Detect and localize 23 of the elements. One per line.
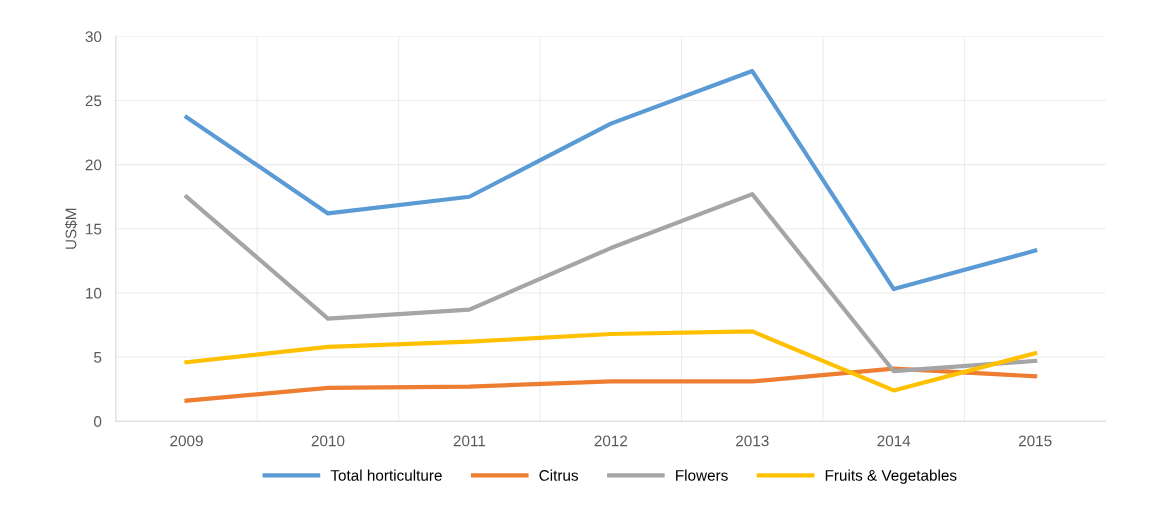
x-tick-label: 2015 — [1018, 435, 1052, 447]
x-tick-label: 2012 — [594, 435, 628, 447]
y-tick-label: 5 — [94, 352, 102, 363]
x-tick-label: 2011 — [453, 435, 486, 447]
line-series — [184, 329, 1038, 393]
y-tick-label: 15 — [86, 223, 102, 235]
y-tick-label: 0 — [94, 416, 102, 427]
y-tick-label: 30 — [85, 31, 102, 43]
x-tick-label: 2014 — [877, 435, 911, 447]
y-tick-label: 25 — [85, 95, 102, 107]
x-tick-label: 2010 — [311, 435, 345, 447]
x-tick-label: 2009 — [170, 435, 203, 447]
line-series — [184, 366, 1038, 403]
legend-label: Flowers — [676, 469, 728, 481]
legend-label: Fruits & Vegetables — [825, 469, 957, 484]
x-tick-label: 2013 — [736, 435, 769, 447]
legend-label: Total horticulture — [330, 469, 442, 481]
line-series — [184, 68, 1038, 292]
y-tick-label: 20 — [85, 159, 102, 171]
line-series — [184, 192, 1038, 374]
legend-label: Citrus — [539, 469, 579, 481]
y-tick-label: 10 — [86, 287, 102, 299]
y-axis-title: US$M — [64, 208, 78, 249]
